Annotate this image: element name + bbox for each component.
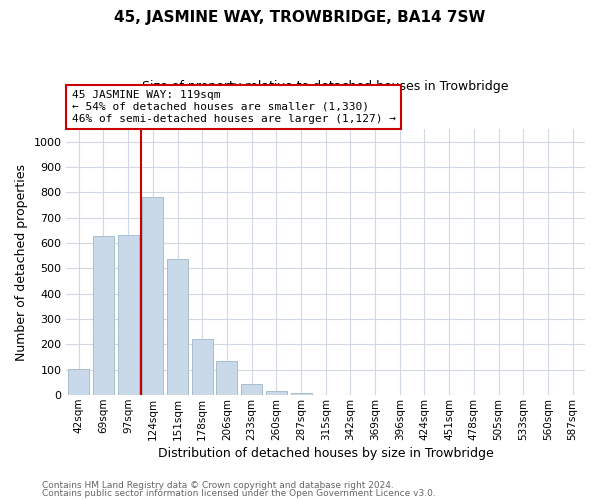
Text: Contains public sector information licensed under the Open Government Licence v3: Contains public sector information licen…	[42, 488, 436, 498]
Text: 45 JASMINE WAY: 119sqm
← 54% of detached houses are smaller (1,330)
46% of semi-: 45 JASMINE WAY: 119sqm ← 54% of detached…	[71, 90, 395, 124]
Bar	[241, 384, 262, 395]
Bar	[167, 258, 188, 395]
Bar	[290, 392, 311, 395]
Bar	[68, 369, 89, 395]
Text: Contains HM Land Registry data © Crown copyright and database right 2024.: Contains HM Land Registry data © Crown c…	[42, 481, 394, 490]
Bar	[118, 235, 139, 395]
Bar	[266, 390, 287, 395]
Text: 45, JASMINE WAY, TROWBRIDGE, BA14 7SW: 45, JASMINE WAY, TROWBRIDGE, BA14 7SW	[115, 10, 485, 25]
X-axis label: Distribution of detached houses by size in Trowbridge: Distribution of detached houses by size …	[158, 447, 494, 460]
Bar	[217, 361, 238, 395]
Title: Size of property relative to detached houses in Trowbridge: Size of property relative to detached ho…	[142, 80, 509, 93]
Bar	[192, 339, 213, 395]
Bar	[142, 196, 163, 395]
Y-axis label: Number of detached properties: Number of detached properties	[15, 164, 28, 360]
Bar	[93, 236, 114, 395]
